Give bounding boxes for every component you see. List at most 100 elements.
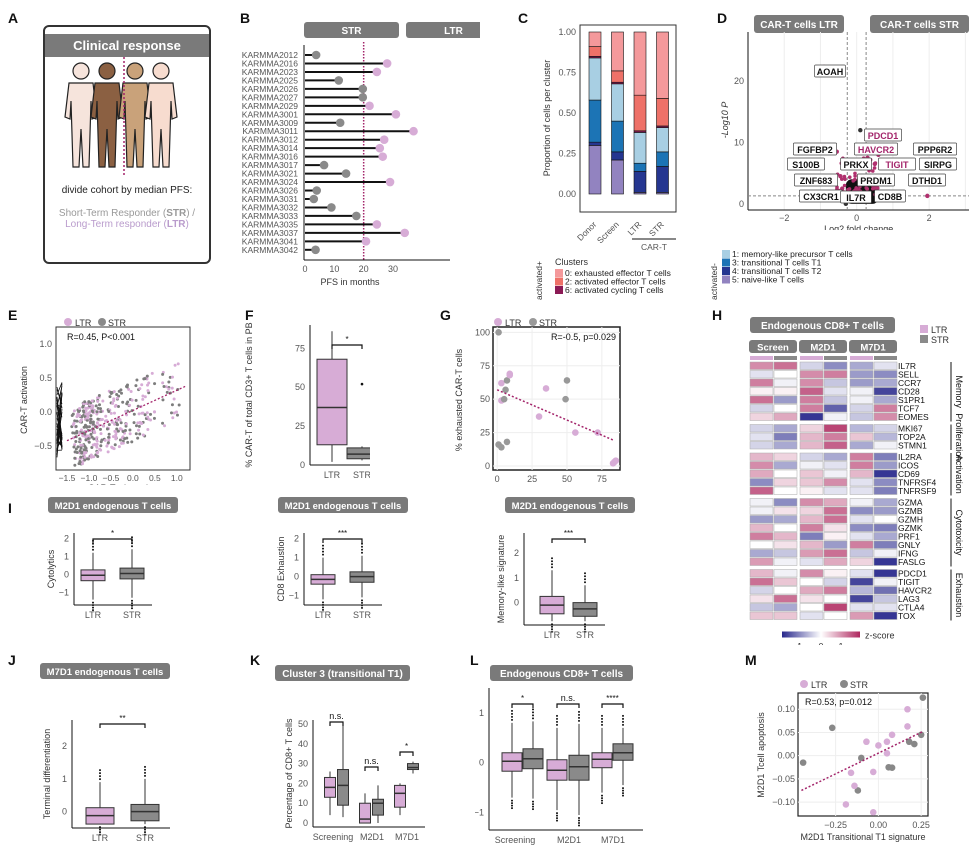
heatmap-cell: [774, 570, 797, 578]
chart-k-box: Cluster 3 (transitional T1)01020304050Pe…: [260, 660, 480, 847]
heatmap-cell: [824, 371, 847, 379]
de-gene-point: [853, 178, 857, 182]
data-point-str: [564, 377, 571, 384]
lollipop-dot: [358, 85, 367, 94]
heatmap-cell: [824, 470, 847, 478]
bar-segment-c2: [589, 47, 601, 57]
outlier-point: [551, 626, 553, 628]
heatmap-cell: [874, 541, 897, 549]
lollipop-dot: [352, 212, 361, 221]
heatmap-cell: [750, 604, 773, 612]
outlier-point: [361, 552, 363, 554]
data-point-str: [502, 387, 509, 394]
heatmap-cell: [800, 425, 823, 433]
significance-label: ****: [606, 694, 618, 703]
heatmap-cell: [850, 499, 873, 507]
y-tick-label: 0.5: [39, 373, 52, 383]
cell-point: [73, 409, 76, 412]
facet-title: Cluster 3 (transitional T1): [282, 669, 403, 680]
heatmap-cell: [750, 442, 773, 450]
data-point-ltr: [851, 783, 858, 790]
gene-label: CD8B: [878, 192, 903, 202]
heatmap-cell: [874, 479, 897, 487]
outlier-point: [361, 546, 363, 548]
significance-label: n.s.: [329, 711, 344, 721]
outlier-point: [584, 578, 586, 580]
outlier-point: [551, 560, 553, 562]
y-tick-label: 1: [64, 551, 69, 561]
cell-point: [122, 430, 125, 433]
cell-point: [118, 445, 121, 448]
cell-point: [87, 458, 90, 461]
outlier-point: [601, 797, 603, 799]
cell-point: [93, 430, 96, 433]
heatmap-cell: [850, 516, 873, 524]
cell-point: [126, 386, 129, 389]
lollipop-dot: [342, 169, 351, 178]
y-axis-title: M2D1 Tcell apoptosis: [756, 712, 766, 798]
legend-swatch-c1: [722, 250, 730, 258]
heatmap-cell: [800, 499, 823, 507]
x-tick-label: LTR: [625, 219, 643, 237]
heatmap-cell: [800, 379, 823, 387]
heatmap-cell: [850, 533, 873, 541]
cell-point: [136, 437, 139, 440]
cell-point: [176, 414, 179, 417]
heatmap-cell: [750, 413, 773, 421]
bar-segment-c2: [612, 71, 624, 82]
heatmap-cell: [750, 405, 773, 413]
cell-point: [121, 442, 124, 445]
outlier-point: [556, 812, 558, 814]
cell-point: [78, 407, 81, 410]
y-tick-label: 2: [294, 534, 299, 544]
heatmap-cell: [824, 587, 847, 595]
data-point-ltr: [543, 385, 550, 392]
group-label-activation: Activation: [954, 455, 964, 494]
cell-point: [84, 438, 87, 441]
legend-dot-ltr: [494, 318, 502, 326]
heatmap-cell: [874, 462, 897, 470]
heatmap-cell: [750, 425, 773, 433]
heatmap-cell: [800, 604, 823, 612]
outlier-point: [532, 801, 534, 803]
bar-segment-c3: [612, 121, 624, 152]
heatmap-cell: [750, 371, 773, 379]
cell-point: [96, 421, 99, 424]
cell-point: [113, 423, 116, 426]
heatmap-cell: [850, 379, 873, 387]
heatmap-cell: [774, 425, 797, 433]
significance-bracket: [512, 704, 533, 708]
legend-c-right: 1: memory-like precursor T cells3: trans…: [722, 249, 922, 289]
heatmap-cell: [750, 595, 773, 603]
cell-point: [166, 391, 169, 394]
correlation-annotation: R=0.53, p=0.012: [805, 697, 872, 707]
bar-segment-c4: [612, 152, 624, 160]
x-tick-label: STR: [353, 610, 372, 620]
heatmap-cell: [824, 578, 847, 586]
cell-point: [133, 421, 136, 424]
outlier-point: [144, 775, 146, 777]
plot-frame: [493, 327, 620, 470]
heatmap-cell: [824, 462, 847, 470]
significance-label: *: [111, 529, 114, 538]
cell-point: [83, 448, 86, 451]
outlier-point: [131, 600, 133, 602]
gene-point: [925, 194, 929, 198]
outlier-point: [601, 724, 603, 726]
cell-point: [92, 455, 95, 458]
heatmap-cell: [750, 578, 773, 586]
chart-i2-box: M2D1 endogenous T cells−1012CD8 Exhausti…: [260, 495, 440, 625]
colorbar-tick: −1: [792, 642, 802, 646]
cell-point: [115, 436, 118, 439]
legend-label-c6: 6: activated cycling T cells: [565, 285, 663, 295]
x-tick-label: LTR: [324, 470, 341, 480]
cell-point: [75, 425, 78, 428]
significance-bracket: [557, 704, 579, 708]
heatmap-cell: [824, 379, 847, 387]
cell-point: [130, 440, 133, 443]
heatmap-cell: [824, 405, 847, 413]
outlier-point: [92, 604, 94, 606]
cell-point: [107, 410, 110, 413]
x-tick-label: 10: [329, 264, 339, 274]
heatmap-cell: [824, 612, 847, 620]
